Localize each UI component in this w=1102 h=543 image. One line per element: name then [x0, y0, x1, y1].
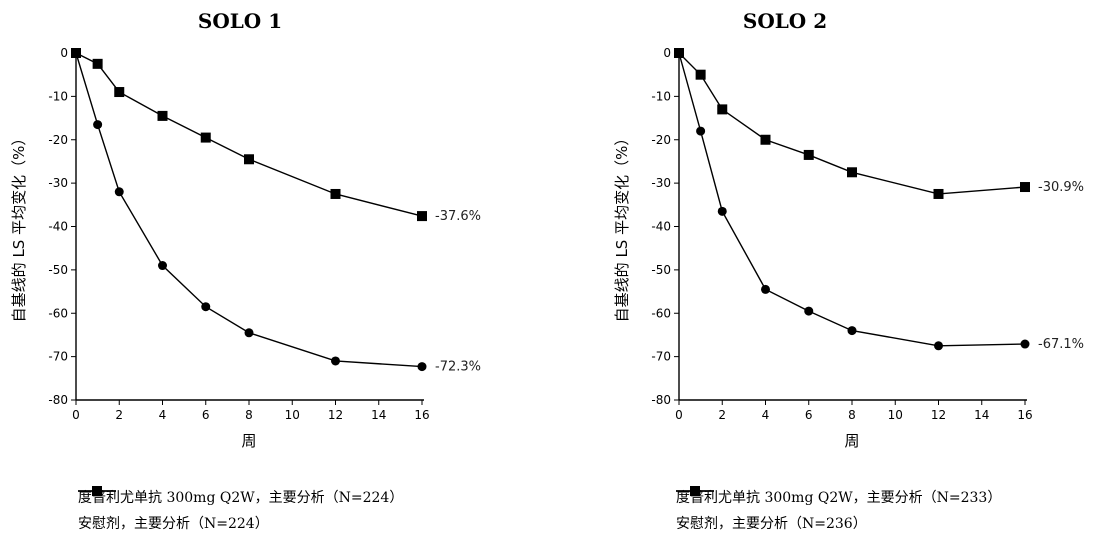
- data-point-square: [933, 188, 944, 199]
- end-value-label: -37.6%: [435, 209, 481, 224]
- data-point-circle: [1020, 339, 1030, 349]
- data-point-circle: [331, 356, 340, 366]
- legend-label: 安慰剂，主要分析（N=224）: [78, 516, 269, 532]
- data-point-square: [92, 58, 103, 69]
- y-tick-label: -30: [651, 176, 671, 190]
- y-tick-label: -60: [651, 306, 671, 320]
- legend-label: 度普利尤单抗 300mg Q2W，主要分析（N=233）: [676, 490, 1002, 506]
- x-tick-label: 2: [718, 408, 726, 422]
- x-tick-label: 16: [1017, 408, 1032, 422]
- data-point-circle: [804, 306, 814, 316]
- legend-item: 安慰剂，主要分析（N=236）: [676, 486, 1001, 536]
- y-tick-label: -60: [48, 306, 68, 320]
- y-axis-title: 自基线的 LS 平均变化（%）: [613, 131, 631, 323]
- x-tick-label: 0: [675, 408, 683, 422]
- data-point-square: [760, 134, 771, 145]
- y-tick-label: -70: [651, 350, 671, 364]
- x-tick-label: 12: [328, 408, 343, 422]
- end-value-label: -67.1%: [1038, 337, 1084, 352]
- data-point-circle: [847, 326, 857, 336]
- series-line-circle: [678, 52, 1026, 347]
- y-tick-label: -20: [48, 133, 68, 147]
- data-point-square: [803, 149, 814, 160]
- chart-plot-solo1: SOLO 1 0 -10 -20 -30 -40 -50 -60 -70 -80 0 2 4 6 8 10 12…: [10, 9, 481, 450]
- x-tick-label: 10: [888, 408, 903, 422]
- series-line-square: [75, 52, 423, 217]
- chart-panel-solo1: SOLO 1 0 -10 -20 -30 -40 -50 -60 -70 -80 0 2 4 6 8 10 12…: [10, 9, 481, 536]
- y-axis-title: 自基线的 LS 平均变化（%）: [10, 131, 28, 323]
- data-point-circle: [717, 206, 727, 216]
- chart-plot-solo2: SOLO 2 0 -10 -20 -30 -40 -50 -60 -70 -80 0 2 4 6 8 10 12…: [613, 9, 1084, 450]
- data-point-circle: [244, 328, 254, 338]
- y-tick-label: -80: [48, 393, 68, 407]
- x-axis-title: 周: [241, 432, 256, 450]
- chart-title: SOLO 2: [743, 9, 827, 33]
- end-value-label: -72.3%: [435, 360, 481, 375]
- data-point-square: [71, 48, 81, 58]
- data-point-square: [330, 188, 341, 199]
- data-point-circle: [201, 302, 211, 312]
- data-point-square: [717, 104, 728, 115]
- y-tick-label: -50: [651, 263, 671, 277]
- x-tick-label: 14: [371, 408, 386, 422]
- data-point-square: [114, 87, 125, 98]
- data-point-circle: [934, 341, 943, 351]
- data-point-circle: [158, 261, 167, 271]
- x-tick-label: 6: [202, 408, 210, 422]
- data-point-square: [417, 211, 427, 222]
- data-point-square: [695, 69, 706, 80]
- data-point-circle: [93, 120, 103, 130]
- x-tick-label: 4: [159, 408, 167, 422]
- legend-label: 安慰剂，主要分析（N=236）: [676, 516, 867, 532]
- data-point-square: [200, 132, 211, 143]
- legend-swatch-square: [676, 486, 714, 496]
- legend-label: 度普利尤单抗 300mg Q2W，主要分析（N=224）: [78, 490, 404, 506]
- y-tick-label: -40: [48, 220, 68, 234]
- data-point-circle: [696, 126, 706, 136]
- data-point-circle: [761, 284, 770, 294]
- data-point-square: [1020, 182, 1030, 193]
- data-point-square: [157, 110, 168, 121]
- y-tick-label: -30: [48, 176, 68, 190]
- legend-item: 安慰剂，主要分析（N=224）: [78, 486, 403, 536]
- y-tick-label: -40: [651, 220, 671, 234]
- y-tick-label: 0: [663, 46, 671, 60]
- y-tick-label: -70: [48, 350, 68, 364]
- x-tick-label: 8: [245, 408, 253, 422]
- legend-solo2: 度普利尤单抗 300mg Q2W，主要分析（N=233） 安慰剂，主要分析（N=2…: [676, 484, 1001, 536]
- x-tick-label: 6: [805, 408, 813, 422]
- y-tick-label: -50: [48, 263, 68, 277]
- x-tick-label: 2: [115, 408, 123, 422]
- legend-item: 度普利尤单抗 300mg Q2W，主要分析（N=224）: [78, 484, 403, 510]
- legend-swatch-square: [78, 486, 116, 496]
- data-point-circle: [417, 362, 427, 372]
- x-axis-title: 周: [844, 432, 859, 450]
- y-tick-label: -10: [48, 89, 68, 103]
- data-point-square: [674, 48, 684, 58]
- y-tick-label: -10: [651, 89, 671, 103]
- series-line-circle: [75, 52, 423, 368]
- x-tick-label: 16: [414, 408, 429, 422]
- data-point-square: [244, 154, 254, 165]
- end-value-label: -30.9%: [1038, 180, 1084, 195]
- y-tick-label: -20: [651, 133, 671, 147]
- x-tick-label: 10: [285, 408, 300, 422]
- x-tick-label: 0: [72, 408, 80, 422]
- x-tick-label: 12: [931, 408, 946, 422]
- x-tick-label: 4: [762, 408, 770, 422]
- x-tick-label: 8: [848, 408, 856, 422]
- chart-panel-solo2: SOLO 2 0 -10 -20 -30 -40 -50 -60 -70 -80 0 2 4 6 8 10 12…: [551, 0, 1102, 543]
- data-point-square: [847, 167, 857, 178]
- chart-title: SOLO 1: [198, 9, 282, 33]
- series-line-square: [678, 52, 1026, 195]
- y-tick-label: -80: [651, 393, 671, 407]
- y-tick-label: 0: [60, 46, 68, 60]
- data-point-circle: [114, 187, 124, 197]
- x-tick-label: 14: [974, 408, 989, 422]
- legend-item: 度普利尤单抗 300mg Q2W，主要分析（N=233）: [676, 484, 1001, 510]
- legend-solo1: 度普利尤单抗 300mg Q2W，主要分析（N=224） 安慰剂，主要分析（N=2…: [78, 484, 403, 536]
